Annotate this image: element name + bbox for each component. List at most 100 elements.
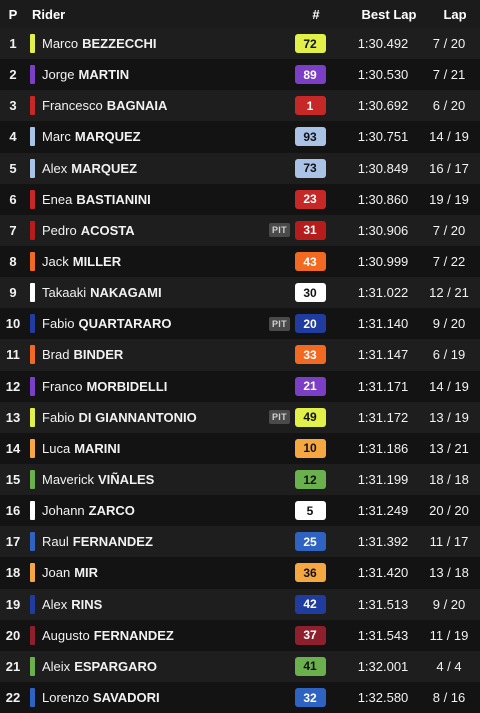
best-lap-cell: 1:30.906 — [357, 222, 409, 238]
rider-first-name: Jack — [42, 254, 69, 270]
rider-number-badge: 10 — [294, 438, 326, 458]
rider-first-name: Franco — [42, 378, 83, 394]
position-cell: 10 — [5, 316, 21, 332]
rider-number-badge: 36 — [294, 563, 326, 583]
best-lap-cell: 1:32.001 — [357, 658, 409, 674]
table-row[interactable]: 18 Joan MIR 36 1:31.420 13 / 18 — [0, 557, 480, 589]
lap-count-cell: 11 / 19 — [429, 627, 469, 643]
table-row[interactable]: 12 Franco MORBIDELLI 21 1:31.171 14 / 19 — [0, 370, 480, 402]
table-row[interactable]: 14 Luca MARINI 10 1:31.186 13 / 21 — [0, 432, 480, 464]
rider-cell: Pedro ACOSTA PIT — [26, 220, 290, 240]
table-row[interactable]: 8 Jack MILLER 43 1:30.999 7 / 22 — [0, 245, 480, 278]
rider-first-name: Pedro — [42, 222, 77, 238]
team-color-stripe — [30, 283, 35, 303]
rider-first-name: Johann — [42, 503, 85, 519]
lap-count-cell: 13 / 21 — [429, 440, 469, 456]
rider-cell: Takaaki NAKAGAMI — [26, 283, 272, 303]
rider-cell: Brad BINDER — [26, 345, 272, 365]
rider-number-badge: 25 — [294, 532, 326, 552]
team-color-stripe — [30, 563, 35, 583]
lap-count-cell: 9 / 20 — [432, 316, 466, 332]
team-color-stripe — [30, 594, 35, 614]
rider-first-name: Augusto — [42, 627, 90, 643]
position-cell: 3 — [9, 98, 17, 114]
team-color-stripe — [30, 656, 35, 676]
lap-count-cell: 7 / 20 — [432, 222, 466, 238]
rider-first-name: Fabio — [42, 409, 75, 425]
table-row[interactable]: 19 Alex RINS 42 1:31.513 9 / 20 — [0, 588, 480, 620]
table-row[interactable]: 13 Fabio DI GIANNANTONIO PIT 49 1:31.172 13 / … — [0, 401, 480, 433]
number-cell: 41 — [272, 656, 348, 676]
table-row[interactable]: 20 Augusto FERNANDEZ 37 1:31.543 11 / 19 — [0, 619, 480, 651]
rider-cell: Jack MILLER — [26, 252, 272, 272]
position-cell: 13 — [5, 409, 21, 425]
best-lap-cell: 1:30.492 — [357, 36, 409, 52]
position-cell: 22 — [5, 690, 21, 706]
best-lap-column-header[interactable]: Best Lap — [361, 6, 417, 22]
rider-last-name: ESPARGARO — [74, 658, 158, 674]
number-cell: 23 — [272, 189, 348, 209]
rider-column-header[interactable]: Rider — [32, 6, 66, 22]
rider-number-badge: 49 — [294, 407, 326, 427]
table-row[interactable]: 1 Marco BEZZECCHI 72 1:30.492 7 / 20 — [0, 28, 480, 60]
classification-list: 1 Marco BEZZECCHI 72 1:30.492 7 / 20 2 Jorge MAR… — [0, 28, 480, 713]
best-lap-cell: 1:31.543 — [357, 627, 409, 643]
rider-last-name: MARQUEZ — [74, 129, 141, 145]
lap-count-cell: 13 / 18 — [429, 565, 469, 581]
rider-last-name: BINDER — [73, 347, 124, 363]
rider-first-name: Raul — [42, 534, 69, 550]
table-row[interactable]: 16 Johann ZARCO 5 1:31.249 20 / 20 — [0, 495, 480, 527]
best-lap-cell: 1:30.860 — [357, 191, 409, 207]
lap-column-header[interactable]: Lap — [443, 6, 467, 22]
lap-count-cell: 14 / 19 — [429, 378, 469, 394]
rider-first-name: Joan — [42, 565, 71, 581]
rider-first-name: Enea — [42, 191, 73, 207]
team-color-stripe — [30, 252, 35, 272]
number-cell: 37 — [272, 625, 348, 645]
lap-count-cell: 12 / 21 — [429, 285, 469, 301]
rider-last-name: MARINI — [74, 440, 121, 456]
rider-number-badge: 12 — [294, 470, 326, 490]
table-row[interactable]: 3 Francesco BAGNAIA 1 1:30.692 6 / 20 — [0, 90, 480, 122]
rider-cell: Johann ZARCO — [26, 501, 272, 521]
table-row[interactable]: 11 Brad BINDER 33 1:31.147 6 / 19 — [0, 339, 480, 371]
position-cell: 15 — [5, 472, 21, 488]
table-row[interactable]: 10 Fabio QUARTARARO PIT 20 1:31.140 9 / 20 — [0, 308, 480, 340]
table-row[interactable]: 15 Maverick VIÑALES 12 1:31.199 18 / 18 — [0, 463, 480, 496]
best-lap-cell: 1:31.199 — [357, 472, 409, 488]
table-row[interactable]: 22 Lorenzo SAVADORI 32 1:32.580 8 / 16 — [0, 681, 480, 713]
rider-last-name: RINS — [71, 596, 103, 612]
number-cell: 49 — [272, 407, 348, 427]
rider-last-name: MARQUEZ — [71, 160, 138, 176]
rider-last-name: DI GIANNANTONIO — [78, 409, 197, 425]
table-row[interactable]: 17 Raul FERNANDEZ 25 1:31.392 11 / 17 — [0, 526, 480, 558]
number-cell: 33 — [272, 345, 348, 365]
rider-first-name: Aleix — [42, 658, 71, 674]
best-lap-cell: 1:31.186 — [357, 440, 409, 456]
rider-last-name: VIÑALES — [98, 472, 155, 488]
team-color-stripe — [30, 345, 35, 365]
number-cell: 36 — [272, 563, 348, 583]
lap-count-cell: 6 / 20 — [432, 98, 466, 114]
position-cell: 20 — [5, 627, 21, 643]
rider-cell: Franco MORBIDELLI — [26, 376, 272, 396]
position-column-header[interactable]: P — [8, 6, 18, 22]
table-row[interactable]: 4 Marc MARQUEZ 93 1:30.751 14 / 19 — [0, 121, 480, 153]
table-row[interactable]: 5 Alex MARQUEZ 73 1:30.849 16 / 17 — [0, 152, 480, 184]
table-row[interactable]: 2 Jorge MARTIN 89 1:30.530 7 / 21 — [0, 59, 480, 91]
rider-first-name: Jorge — [42, 67, 75, 83]
number-column-header[interactable]: # — [312, 6, 320, 22]
pit-badge: PIT — [269, 410, 290, 425]
team-color-stripe — [30, 688, 35, 708]
rider-last-name: BEZZECCHI — [82, 36, 157, 52]
rider-first-name: Maverick — [42, 472, 95, 488]
rider-cell: Aleix ESPARGARO — [26, 656, 272, 676]
table-row[interactable]: 6 Enea BASTIANINI 23 1:30.860 19 / 19 — [0, 183, 480, 215]
table-row[interactable]: 21 Aleix ESPARGARO 41 1:32.001 4 / 4 — [0, 650, 480, 682]
table-row[interactable]: 7 Pedro ACOSTA PIT 31 1:30.906 7 / 20 — [0, 214, 480, 246]
rider-number-badge: 93 — [294, 127, 326, 147]
rider-cell: Lorenzo SAVADORI — [26, 688, 272, 708]
team-color-stripe — [30, 189, 35, 209]
table-row[interactable]: 9 Takaaki NAKAGAMI 30 1:31.022 12 / 21 — [0, 277, 480, 309]
rider-number-badge: 43 — [294, 252, 326, 272]
